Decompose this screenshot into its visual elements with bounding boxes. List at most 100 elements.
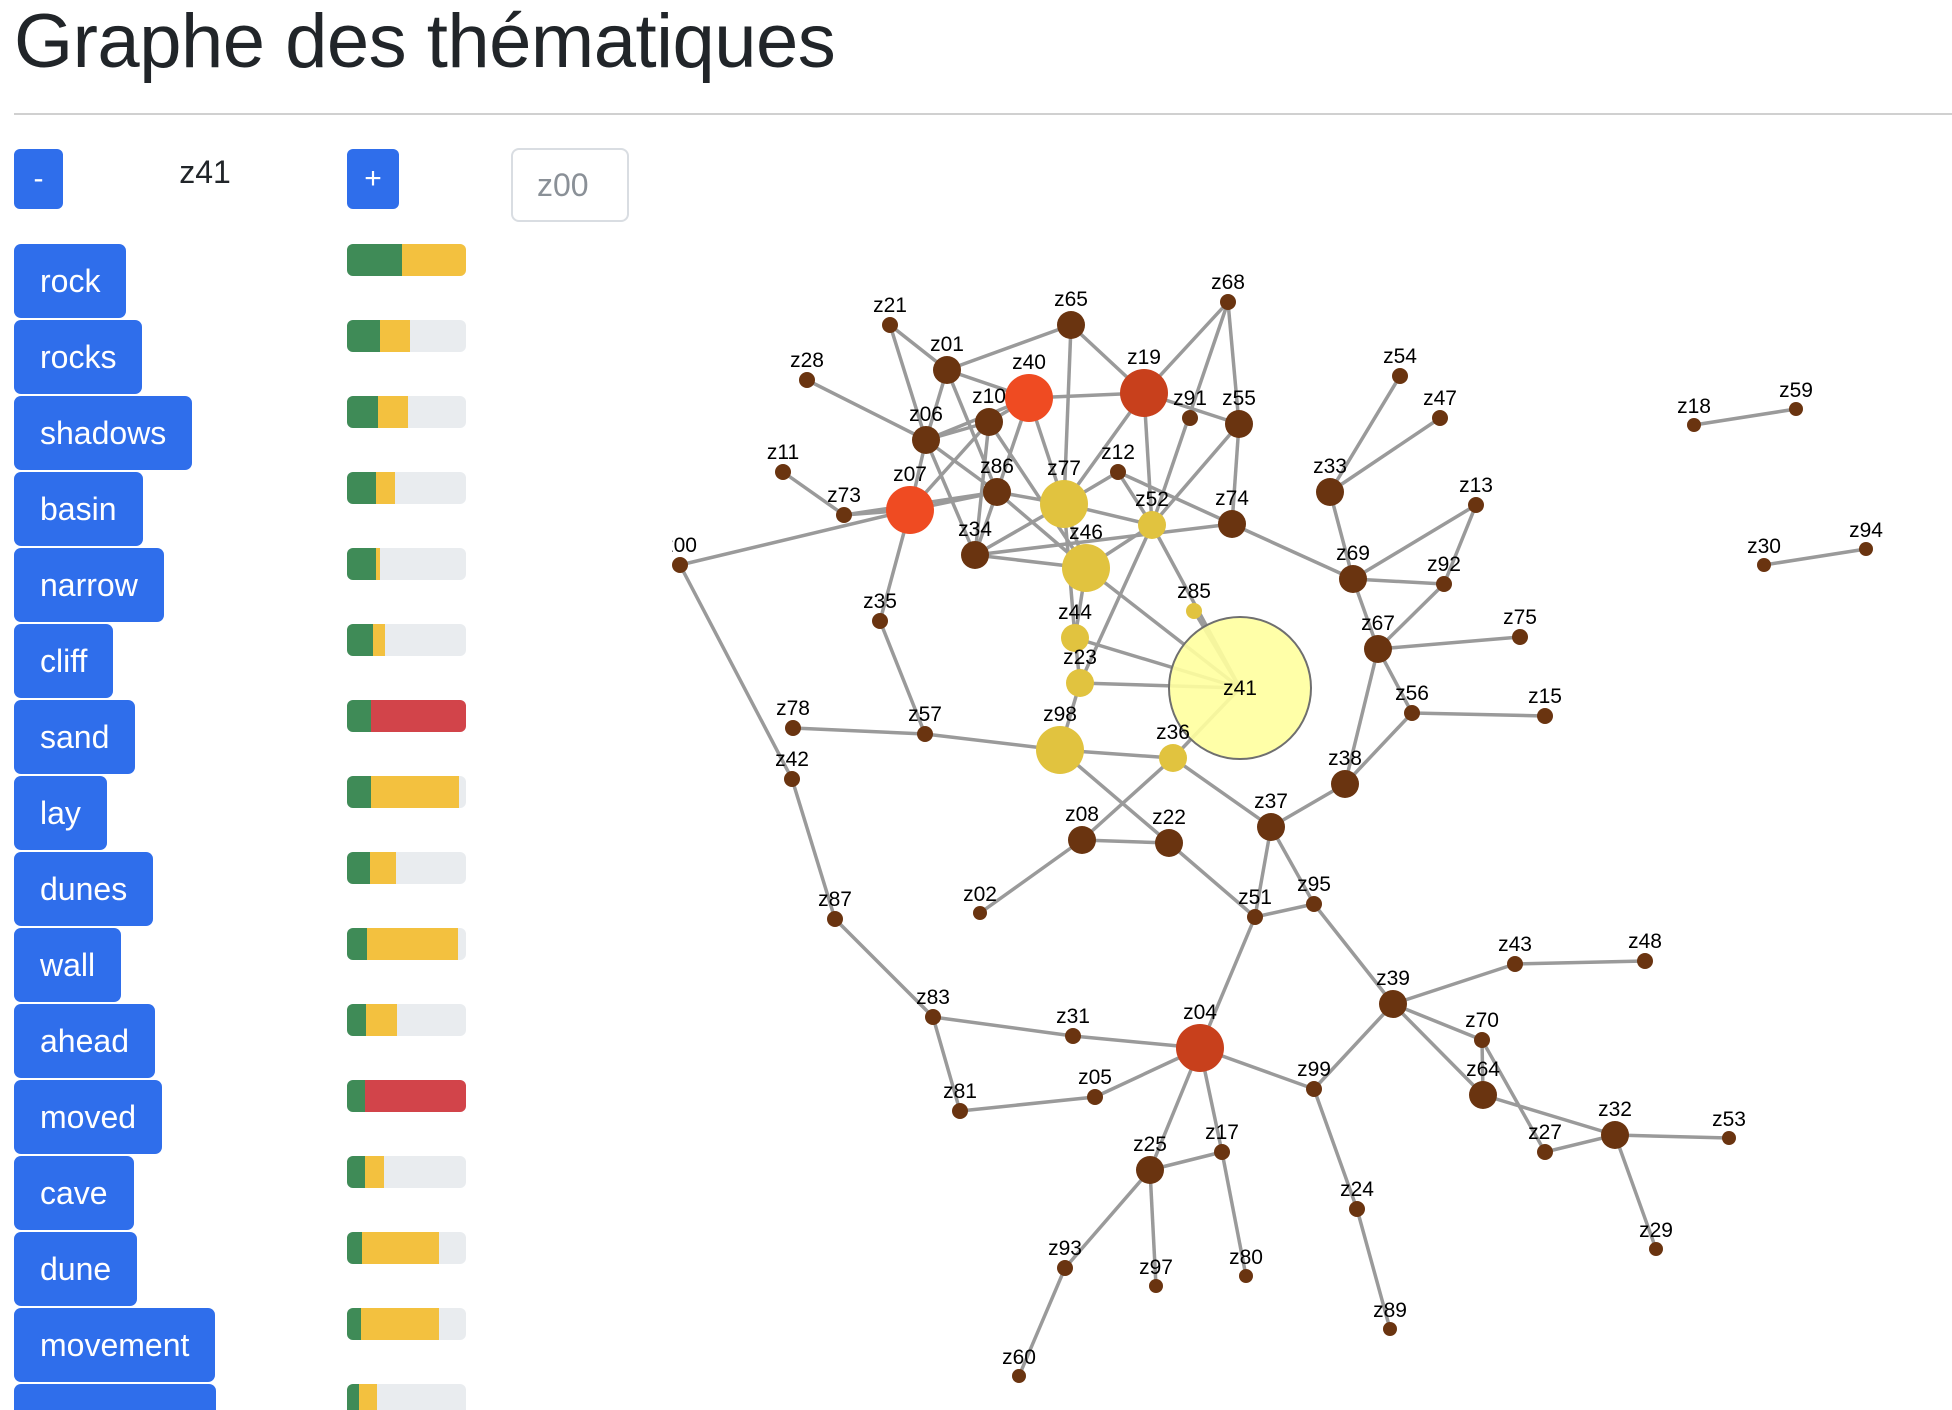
graph-node-z36[interactable] (1159, 744, 1187, 772)
word-button[interactable]: lay (14, 776, 107, 850)
graph-node-z55[interactable] (1225, 410, 1253, 438)
graph-node-z02[interactable] (973, 906, 987, 920)
word-button[interactable]: cave (14, 1156, 134, 1230)
graph-node-z19[interactable] (1120, 369, 1168, 417)
graph-node-z08[interactable] (1068, 826, 1096, 854)
word-button[interactable]: ahead (14, 1004, 155, 1078)
graph-node-z05[interactable] (1087, 1089, 1103, 1105)
graph-node-z06[interactable] (912, 426, 940, 454)
graph-node-z22[interactable] (1155, 829, 1183, 857)
graph-node-z52[interactable] (1138, 511, 1166, 539)
graph-node-z78[interactable] (785, 720, 801, 736)
graph-node-z73[interactable] (836, 507, 852, 523)
graph-node-z75[interactable] (1512, 629, 1528, 645)
graph-node-z67[interactable] (1364, 635, 1392, 663)
word-button[interactable]: dunes (14, 852, 154, 926)
graph-node-z64[interactable] (1469, 1081, 1497, 1109)
graph-node-z41[interactable] (1168, 616, 1312, 760)
graph-node-z12[interactable] (1110, 464, 1126, 480)
graph-node-z40[interactable] (1005, 374, 1053, 422)
graph-node-z17[interactable] (1214, 1144, 1230, 1160)
word-button[interactable]: shadows (14, 396, 193, 470)
graph-node-z33[interactable] (1316, 478, 1344, 506)
graph-node-z30[interactable] (1757, 558, 1771, 572)
graph-node-z70[interactable] (1474, 1032, 1490, 1048)
graph-node-z38[interactable] (1331, 770, 1359, 798)
topic-graph[interactable]: z21 z65 z68 z01 z40 z19 z28 z10 z91 z55 z54 z47 z06 z… (672, 272, 1952, 1410)
graph-node-z51[interactable] (1247, 909, 1263, 925)
word-button[interactable]: narrow (14, 548, 164, 622)
graph-node-z56[interactable] (1404, 705, 1420, 721)
graph-node-z01[interactable] (933, 356, 961, 384)
word-button[interactable]: moved (14, 1080, 163, 1154)
graph-node-z69[interactable] (1339, 565, 1367, 593)
graph-node-z93[interactable] (1057, 1260, 1073, 1276)
bar-segment-green (347, 1232, 363, 1264)
graph-node-z80[interactable] (1239, 1269, 1253, 1283)
next-topic-button[interactable]: + (347, 149, 399, 209)
graph-node-z43[interactable] (1507, 956, 1523, 972)
word-button[interactable]: basin (14, 472, 143, 546)
graph-node-z87[interactable] (827, 911, 843, 927)
graph-node-z27[interactable] (1537, 1144, 1553, 1160)
graph-node-z60[interactable] (1012, 1369, 1026, 1383)
word-button[interactable]: rocks (14, 320, 143, 394)
graph-node-z23[interactable] (1066, 669, 1094, 697)
graph-node-z10[interactable] (975, 408, 1003, 436)
graph-node-z99[interactable] (1306, 1081, 1322, 1097)
graph-node-z92[interactable] (1436, 576, 1452, 592)
graph-node-z35[interactable] (872, 613, 888, 629)
graph-node-z94[interactable] (1859, 542, 1873, 556)
graph-node-z91[interactable] (1182, 410, 1198, 426)
graph-node-z47[interactable] (1432, 410, 1448, 426)
graph-node-z83[interactable] (925, 1009, 941, 1025)
graph-node-z54[interactable] (1392, 368, 1408, 384)
graph-node-z44[interactable] (1061, 624, 1089, 652)
graph-node-z98[interactable] (1036, 726, 1084, 774)
graph-node-z04[interactable] (1176, 1024, 1224, 1072)
graph-node-z81[interactable] (952, 1103, 968, 1119)
graph-edge (1230, 423, 1241, 525)
word-button[interactable]: movement (14, 1308, 216, 1382)
graph-node-z13[interactable] (1468, 497, 1484, 513)
graph-node-z24[interactable] (1349, 1201, 1365, 1217)
graph-node-z37[interactable] (1257, 813, 1285, 841)
graph-node-z65[interactable] (1057, 311, 1085, 339)
graph-node-z59[interactable] (1789, 402, 1803, 416)
graph-node-z89[interactable] (1383, 1322, 1397, 1336)
graph-node-z28[interactable] (799, 372, 815, 388)
graph-node-z86[interactable] (983, 478, 1011, 506)
graph-node-z11[interactable] (775, 464, 791, 480)
word-button[interactable]: sand (14, 700, 136, 774)
graph-node-z97[interactable] (1149, 1279, 1163, 1293)
graph-node-z95[interactable] (1306, 896, 1322, 912)
graph-node-z68[interactable] (1220, 294, 1236, 310)
graph-node-z48[interactable] (1637, 953, 1653, 969)
previous-topic-button[interactable]: - (14, 149, 63, 209)
graph-node-z34[interactable] (961, 541, 989, 569)
graph-node-z15[interactable] (1537, 708, 1553, 724)
word-button[interactable]: dune (14, 1232, 138, 1306)
graph-node-z57[interactable] (917, 726, 933, 742)
graph-node-z00[interactable] (672, 557, 688, 573)
graph-node-z39[interactable] (1379, 990, 1407, 1018)
word-button[interactable]: cliff (14, 624, 114, 698)
graph-node-z07[interactable] (886, 486, 934, 534)
graph-node-z32[interactable] (1601, 1121, 1629, 1149)
graph-node-z29[interactable] (1649, 1242, 1663, 1256)
graph-node-z18[interactable] (1687, 418, 1701, 432)
graph-node-z31[interactable] (1065, 1028, 1081, 1044)
topic-search-input[interactable] (511, 148, 629, 222)
graph-node-z85[interactable] (1186, 603, 1202, 619)
word-button[interactable]: rock (14, 244, 127, 318)
graph-node-z53[interactable] (1722, 1131, 1736, 1145)
word-button[interactable] (14, 1384, 216, 1410)
graph-node-z21[interactable] (882, 317, 898, 333)
graph-node-z74[interactable] (1218, 510, 1246, 538)
graph-node-z46[interactable] (1062, 544, 1110, 592)
bar-segment-yellow (366, 1004, 397, 1036)
graph-node-z25[interactable] (1136, 1156, 1164, 1184)
word-button[interactable]: wall (14, 928, 122, 1002)
graph-node-z42[interactable] (784, 771, 800, 787)
graph-node-z77[interactable] (1040, 480, 1088, 528)
